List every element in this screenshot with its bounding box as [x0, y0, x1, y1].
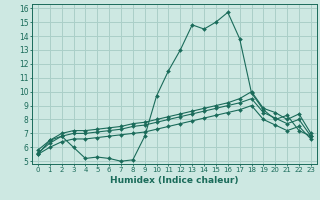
X-axis label: Humidex (Indice chaleur): Humidex (Indice chaleur) [110, 176, 239, 185]
